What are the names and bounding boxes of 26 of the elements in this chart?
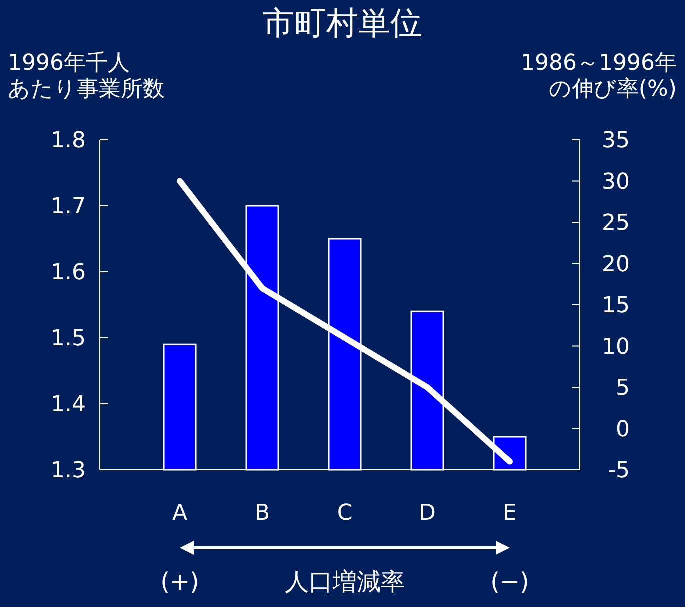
text: (−): [490, 568, 530, 596]
x-tick-label: C: [337, 501, 353, 526]
y2-tick-label: -5: [608, 458, 630, 484]
y2-tick-label: 5: [616, 376, 630, 402]
y2-tick-label: 35: [602, 128, 630, 154]
x-tick-label: D: [419, 501, 436, 526]
x-tick-label: A: [172, 501, 188, 526]
y2-tick-label: 20: [602, 252, 630, 278]
y-tick-label: 1.5: [51, 326, 86, 352]
text: 人口増減率: [285, 568, 405, 596]
y2-tick-label: 0: [616, 417, 630, 442]
y2-tick-label: 10: [602, 334, 630, 360]
y-tick-label: 1.8: [51, 128, 86, 154]
y-axis-title: 1996年千人あたり事業所数: [8, 51, 165, 102]
y-tick-label: 1.3: [51, 458, 86, 484]
x-tick-label: E: [503, 501, 517, 526]
y2-tick-label: 25: [602, 211, 630, 236]
chart-title: 市町村単位: [262, 4, 422, 42]
y2-tick-label: 30: [602, 170, 630, 195]
y-tick-label: 1.7: [51, 194, 86, 220]
x-tick-label: B: [254, 501, 270, 526]
y2-axis-title: 1986～1996年の伸び率(%): [521, 51, 677, 102]
y-tick-label: 1.4: [51, 392, 86, 418]
y2-tick-label: 15: [602, 294, 630, 319]
y-tick-label: 1.6: [51, 260, 86, 286]
text: (+): [160, 568, 200, 596]
